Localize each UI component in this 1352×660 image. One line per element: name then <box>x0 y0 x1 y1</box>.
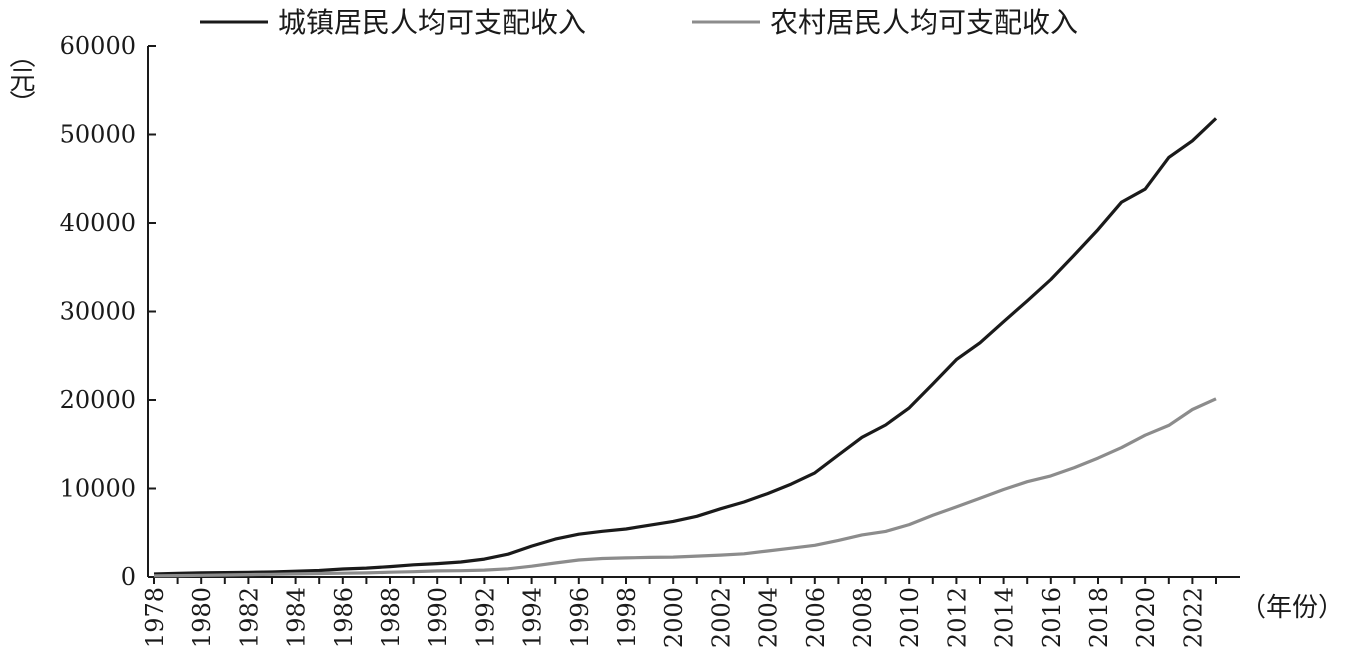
y-tick-label: 10000 <box>60 475 136 503</box>
x-tick-label: 1998 <box>613 587 641 648</box>
x-tick-label: 2020 <box>1132 587 1160 648</box>
x-tick-label: 1988 <box>377 587 405 648</box>
x-tick-label: 2012 <box>943 587 971 648</box>
y-tick-label: 0 <box>121 563 136 591</box>
x-tick-label: 2014 <box>991 587 1019 648</box>
x-tick-label: 2002 <box>707 587 735 648</box>
y-tick-label: 40000 <box>60 209 136 237</box>
legend: 城镇居民人均可支配收入 农村居民人均可支配收入 <box>200 6 1078 39</box>
x-tick-label: 1990 <box>424 587 452 648</box>
x-tick-label: 2018 <box>1085 587 1113 648</box>
series-line-urban <box>153 117 1218 576</box>
x-tick-label: 1984 <box>283 587 311 648</box>
series-lines <box>153 117 1218 578</box>
x-tick-label: 2010 <box>896 587 924 648</box>
x-tick-label: 2004 <box>755 587 783 648</box>
x-tick-label: 2008 <box>849 587 877 648</box>
x-tick-label: 1986 <box>330 587 358 648</box>
legend-label-urban: 城镇居民人均可支配收入 <box>278 6 586 39</box>
legend-label-rural: 农村居民人均可支配收入 <box>770 6 1078 39</box>
x-tick-label: 2000 <box>660 587 688 648</box>
x-tick-label: 2006 <box>802 587 830 648</box>
y-ticks: 0 10000 20000 30000 40000 50000 60000 <box>60 32 156 591</box>
x-ticks: 1978 1980 1982 1984 1986 1988 1990 1992 1994 1996… <box>141 577 1217 648</box>
y-axis-label: （元） <box>5 42 35 114</box>
y-tick-label: 60000 <box>60 32 136 60</box>
x-tick-label: 1992 <box>471 587 499 648</box>
x-tick-label: 1982 <box>235 587 263 648</box>
x-tick-label: 1994 <box>519 587 547 648</box>
series-line-rural <box>153 397 1217 578</box>
x-axis-label: （年份） <box>1240 593 1344 623</box>
x-tick-label: 1980 <box>188 587 216 648</box>
x-tick-label: 2022 <box>1179 587 1207 648</box>
y-tick-label: 30000 <box>60 298 136 326</box>
x-tick-label: 2016 <box>1038 587 1066 648</box>
y-tick-label: 50000 <box>60 121 136 149</box>
y-tick-label: 20000 <box>60 386 136 414</box>
x-tick-label: 1996 <box>566 587 594 648</box>
x-tick-label: 1978 <box>141 587 169 648</box>
